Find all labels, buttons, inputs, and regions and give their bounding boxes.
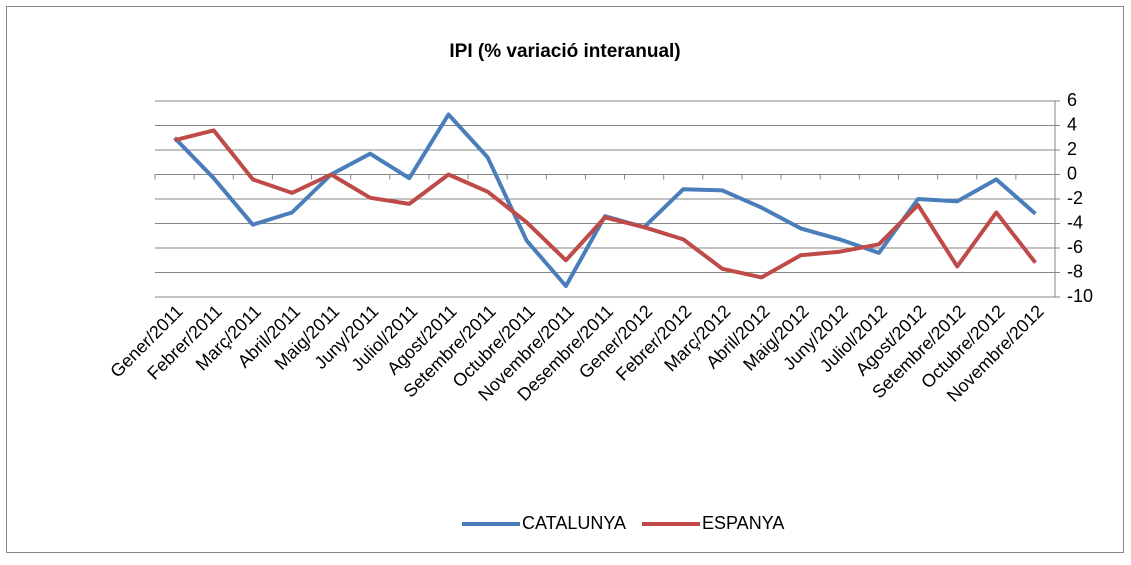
series-line: [174, 128, 1037, 280]
y-tick-label: -10: [1067, 286, 1093, 306]
chart-title: IPI (% variació interanual): [449, 41, 680, 62]
y-tick-label: 6: [1067, 90, 1077, 110]
y-tick-label: -6: [1067, 237, 1083, 257]
y-tick-label: -8: [1067, 261, 1083, 281]
y-tick-label: -2: [1067, 188, 1083, 208]
chart-border: [6, 6, 1124, 553]
legend-label: ESPANYA: [702, 513, 784, 533]
legend-label: CATALUNYA: [522, 513, 626, 533]
y-tick-label: 4: [1067, 114, 1077, 134]
y-tick-label: 2: [1067, 139, 1077, 159]
y-tick-label: -4: [1067, 212, 1083, 232]
y-tick-label: 0: [1067, 163, 1077, 183]
